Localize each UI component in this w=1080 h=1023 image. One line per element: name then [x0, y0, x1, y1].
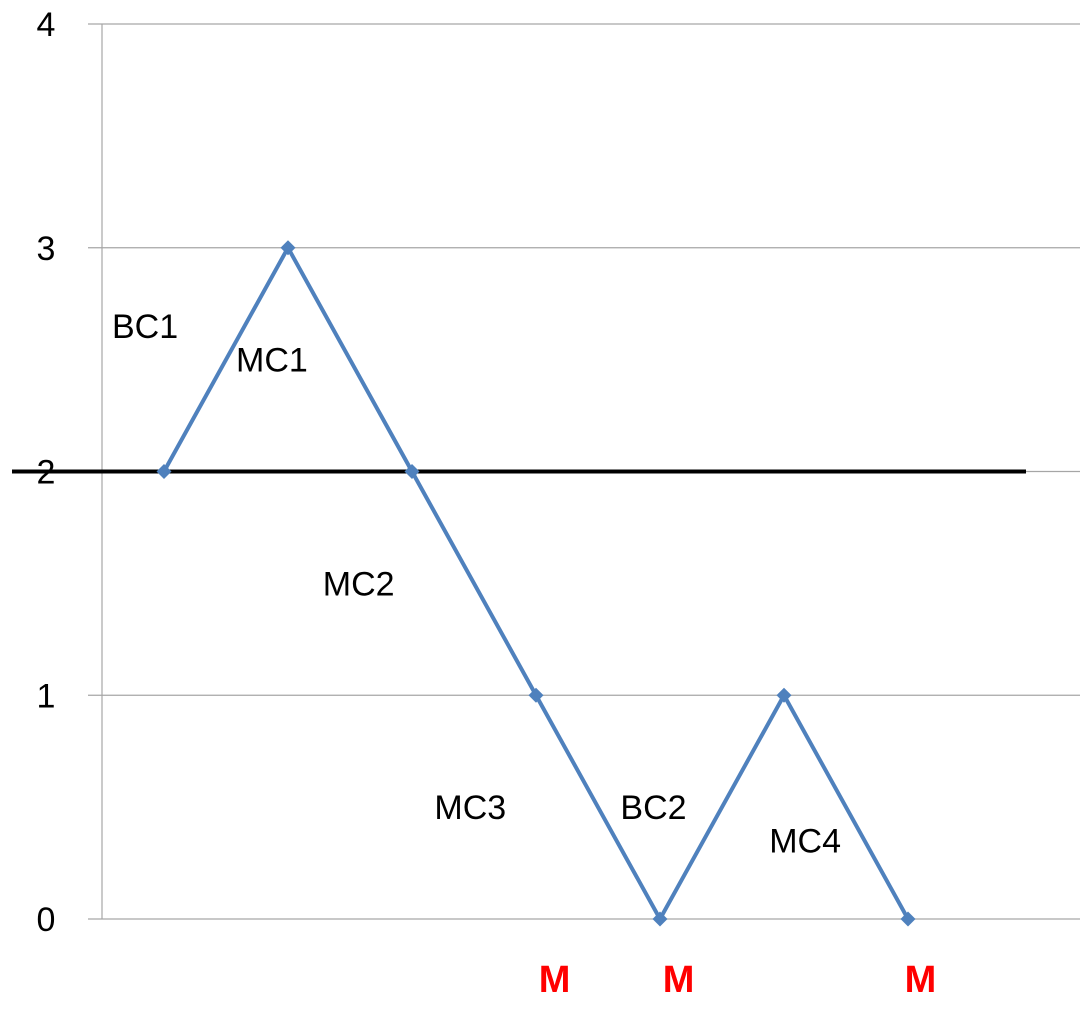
annotation-label: MC2: [323, 565, 395, 603]
y-tick-label: 3: [37, 230, 56, 268]
data-point: [404, 464, 420, 479]
data-point: [280, 240, 296, 256]
marker-label: M: [539, 959, 571, 1001]
annotation-label: BC1: [112, 308, 178, 346]
annotation-label: MC3: [434, 789, 506, 827]
annotation-label: MC4: [769, 823, 841, 861]
y-tick-label: 1: [37, 677, 56, 715]
data-point: [528, 687, 544, 703]
data-point: [652, 911, 668, 927]
annotation-label: BC2: [620, 789, 686, 827]
y-tick-label: 4: [37, 6, 56, 44]
marker-label: M: [663, 959, 695, 1001]
y-tick-label: 0: [37, 901, 56, 939]
data-point: [776, 687, 792, 703]
y-tick-labels: 01234: [37, 6, 56, 939]
annotation-label: MC1: [236, 342, 308, 380]
data-point: [900, 911, 916, 927]
series-layer: [156, 240, 916, 927]
marker-label: M: [905, 959, 937, 1001]
annotations: BC1 MC1 MC2 MC3 BC2 MC4: [112, 308, 841, 861]
data-point: [156, 464, 172, 479]
